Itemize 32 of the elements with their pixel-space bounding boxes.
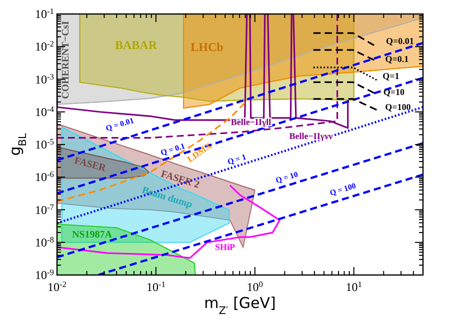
x-tick-label: 10$^{-1}$ <box>146 280 166 294</box>
annotation: SHiP <box>214 242 236 252</box>
annotation: Q=10 <box>383 87 406 98</box>
x-axis-title: m$_{Z′}$ [GeV] <box>204 294 276 317</box>
x-tick-label: 10$^{1}$ <box>346 280 362 294</box>
annotation: Q=0.1 <box>385 54 410 64</box>
annotation: Q=0.01 <box>386 36 414 46</box>
annotation: Belle−IIγνν <box>289 131 333 142</box>
annotation: Q = 0.1 <box>160 141 186 158</box>
y-tick-label: 10$^{-4}$ <box>35 104 55 119</box>
y-tick-label: 10$^{-5}$ <box>35 137 54 152</box>
x-tick-label: 10$^{-2}$ <box>48 280 66 294</box>
annotation: LHCb <box>190 40 224 54</box>
y-tick-label: 10$^{-7}$ <box>35 202 54 217</box>
y-tick-label: 10$^{-8}$ <box>35 234 54 250</box>
annotation: Belle−IIγll <box>230 117 272 128</box>
annotation: Q = 0.01 <box>104 116 135 133</box>
y-tick-label: 10$^{-1}$ <box>35 6 54 21</box>
y-tick-label: 10$^{-2}$ <box>35 39 54 54</box>
y-tick-label: 10$^{-9}$ <box>35 268 54 282</box>
annotation: Q = 10 <box>274 170 300 186</box>
annotation: FASER <box>73 155 108 174</box>
annotation: Q = 100 <box>328 181 357 198</box>
annotation: COHERENT−CsI <box>60 20 72 99</box>
annotation: NS1987A <box>72 229 113 240</box>
annotation: BABAR <box>114 38 158 52</box>
annotation: Q=1 <box>382 71 400 82</box>
annotation: Q = 1 <box>226 152 248 166</box>
x-tick-label: 10$^{0}$ <box>246 280 263 294</box>
annotation: Q=100 <box>385 102 412 112</box>
y-tick-label: 10$^{-6}$ <box>35 170 54 184</box>
y-tick-label: 10$^{-3}$ <box>35 72 54 86</box>
